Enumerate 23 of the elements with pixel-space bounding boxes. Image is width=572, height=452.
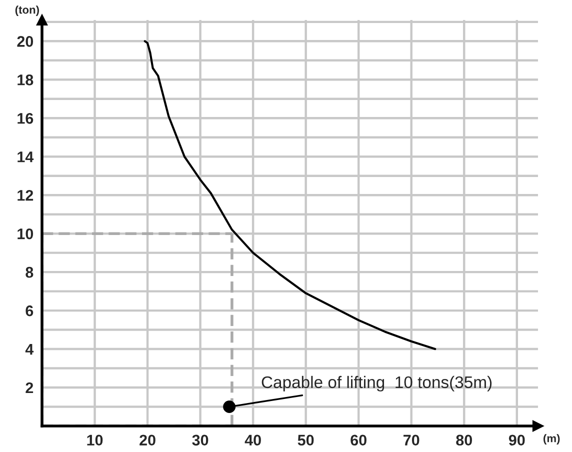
x-tick-label: 70 xyxy=(404,434,420,446)
x-tick-label: 30 xyxy=(192,434,208,446)
y-tick-label: 14 xyxy=(18,152,34,162)
y-tick-label: 20 xyxy=(17,36,34,47)
y-tick-label: 16 xyxy=(18,113,34,124)
annotation: Capable of lifting 10 tons(35m) xyxy=(262,376,492,392)
x-tick-label: 50 xyxy=(298,434,314,446)
y-tick-label: 12 xyxy=(18,190,34,201)
x-axis-title: (m) xyxy=(544,434,560,444)
line-series xyxy=(144,40,436,350)
y-tick-label: 2 xyxy=(26,382,34,394)
y-tick-label: 6 xyxy=(26,305,34,316)
x-tick-label: 20 xyxy=(140,434,156,446)
x-tick-label: 10 xyxy=(87,434,103,446)
y-axis-title: (ton) xyxy=(15,6,39,16)
x-tick-label: 60 xyxy=(350,434,366,446)
y-tick-label: 10 xyxy=(18,228,34,240)
y-tick-label: 8 xyxy=(26,266,34,278)
x-tick-label: 40 xyxy=(244,434,261,446)
x-tick-label: 90 xyxy=(508,434,525,446)
y-tick-label: 4 xyxy=(25,344,34,355)
y-tick-label: 18 xyxy=(18,74,34,86)
x-tick-label: 80 xyxy=(456,434,472,446)
